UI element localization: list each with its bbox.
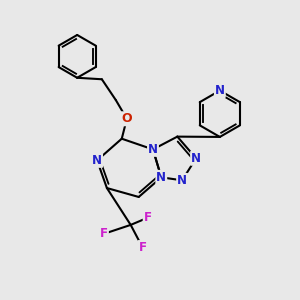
Text: N: N <box>156 171 166 184</box>
Text: N: N <box>177 174 187 187</box>
Text: F: F <box>144 211 152 224</box>
Text: F: F <box>100 227 108 240</box>
Text: N: N <box>148 143 158 156</box>
Text: N: N <box>92 154 102 167</box>
Text: N: N <box>215 84 225 97</box>
Text: F: F <box>139 241 147 254</box>
Text: N: N <box>191 152 201 165</box>
Text: O: O <box>122 112 132 125</box>
